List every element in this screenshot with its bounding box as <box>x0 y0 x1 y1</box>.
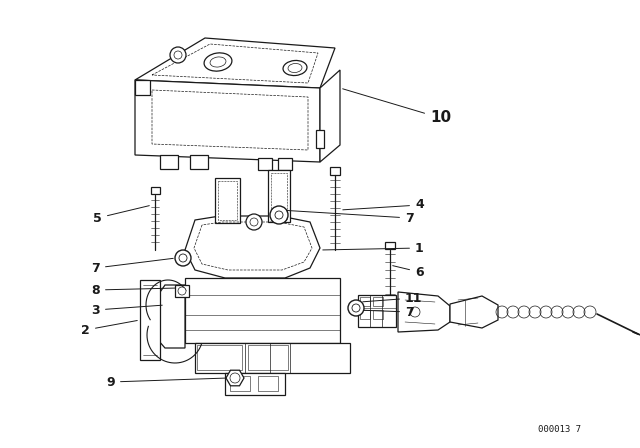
Bar <box>190 155 208 169</box>
Bar <box>215 178 240 223</box>
Circle shape <box>250 218 258 226</box>
Circle shape <box>170 47 186 63</box>
Bar <box>151 187 160 194</box>
Polygon shape <box>135 80 320 162</box>
Text: 11: 11 <box>363 292 422 305</box>
Circle shape <box>174 51 182 59</box>
Ellipse shape <box>283 60 307 76</box>
Ellipse shape <box>204 53 232 71</box>
Circle shape <box>230 373 240 383</box>
Bar <box>185 278 340 343</box>
Text: 4: 4 <box>343 198 424 211</box>
Text: 7: 7 <box>92 258 173 275</box>
Polygon shape <box>226 370 244 386</box>
Bar <box>160 155 178 169</box>
Text: 3: 3 <box>92 303 162 316</box>
Bar <box>316 130 324 148</box>
Ellipse shape <box>288 64 302 73</box>
Polygon shape <box>450 296 498 328</box>
Polygon shape <box>320 70 340 162</box>
Bar <box>225 373 285 395</box>
Bar <box>373 297 383 306</box>
Text: 5: 5 <box>93 206 149 224</box>
Ellipse shape <box>210 57 226 67</box>
Text: 6: 6 <box>393 266 424 279</box>
Bar <box>258 158 272 170</box>
Text: 000013 7: 000013 7 <box>538 426 582 435</box>
Circle shape <box>348 300 364 316</box>
Circle shape <box>275 211 283 219</box>
Bar <box>218 181 237 220</box>
Bar <box>358 295 396 327</box>
Polygon shape <box>398 292 450 332</box>
Text: 7: 7 <box>282 210 413 224</box>
Circle shape <box>352 304 360 312</box>
Bar <box>258 376 278 391</box>
Bar <box>197 345 242 370</box>
Text: 1: 1 <box>323 241 424 254</box>
Polygon shape <box>135 80 150 95</box>
Circle shape <box>178 287 186 295</box>
Bar <box>140 280 160 360</box>
Bar <box>360 297 370 306</box>
Text: 2: 2 <box>81 320 137 336</box>
Text: 7: 7 <box>359 306 413 319</box>
Circle shape <box>270 206 288 224</box>
Polygon shape <box>158 285 185 348</box>
Text: 9: 9 <box>106 375 225 388</box>
Polygon shape <box>185 216 320 278</box>
Polygon shape <box>135 38 335 88</box>
Text: 10: 10 <box>342 89 451 125</box>
Bar <box>278 158 292 170</box>
Circle shape <box>175 250 191 266</box>
Bar <box>385 242 395 249</box>
Bar <box>230 376 250 391</box>
Bar <box>268 170 290 222</box>
Text: 8: 8 <box>92 284 175 297</box>
Circle shape <box>410 307 420 317</box>
Bar <box>373 310 383 319</box>
Circle shape <box>246 214 262 230</box>
Bar <box>330 167 340 175</box>
Circle shape <box>179 254 187 262</box>
Bar <box>360 310 370 319</box>
Bar <box>175 285 189 297</box>
Bar <box>195 343 350 373</box>
Bar <box>248 345 288 370</box>
Bar <box>271 173 287 219</box>
